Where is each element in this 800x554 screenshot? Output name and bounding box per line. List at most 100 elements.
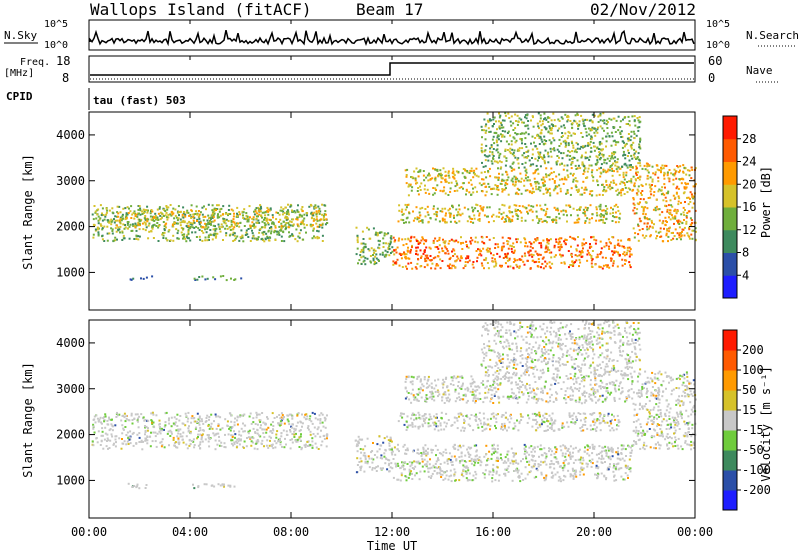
echo-cell	[553, 119, 556, 122]
echo-cell	[382, 237, 385, 240]
echo-cell	[612, 157, 615, 160]
echo-cell	[389, 438, 392, 441]
echo-cell	[115, 413, 118, 415]
echo-cell	[319, 224, 322, 227]
echo-cell	[626, 137, 629, 140]
echo-cell	[311, 216, 313, 219]
station-title: Wallops Island (fitACF)	[90, 0, 312, 19]
echo-cell	[567, 454, 570, 457]
echo-cell	[596, 472, 599, 475]
echo-cell	[433, 213, 436, 216]
echo-cell	[154, 212, 157, 215]
echo-cell	[184, 213, 187, 216]
echo-cell	[158, 430, 161, 433]
echo-cell	[163, 428, 165, 431]
echo-cell	[144, 425, 146, 427]
echo-cell	[550, 123, 553, 126]
echo-cell	[152, 431, 155, 434]
echo-cell	[597, 115, 600, 118]
echo-cell	[633, 115, 636, 118]
echo-cell	[595, 464, 598, 467]
beam-title: Beam 17	[356, 0, 423, 19]
echo-cell	[483, 455, 486, 458]
echo-cell	[603, 449, 606, 452]
echo-cell	[157, 226, 160, 229]
echo-cell	[311, 411, 314, 414]
echo-cell	[299, 439, 302, 442]
echo-cell	[605, 211, 608, 214]
echo-cell	[611, 450, 614, 452]
echo-cell	[290, 221, 293, 223]
echo-cell	[277, 212, 279, 214]
echo-cell	[142, 277, 145, 280]
echo-cell	[452, 239, 455, 242]
echo-cell	[616, 165, 619, 168]
echo-cell	[537, 254, 540, 257]
echo-cell	[570, 264, 573, 267]
echo-cell	[523, 184, 526, 187]
echo-cell	[376, 443, 379, 446]
echo-cell	[165, 205, 168, 207]
echo-cell	[685, 183, 688, 186]
echo-cell	[193, 226, 196, 229]
echo-cell	[275, 211, 278, 214]
echo-cell	[555, 448, 558, 451]
echo-cell	[598, 143, 601, 146]
echo-cell	[665, 234, 668, 237]
echo-cell	[161, 438, 164, 441]
echo-cell	[125, 443, 128, 446]
echo-cell	[586, 259, 589, 262]
echo-cell	[230, 219, 233, 222]
echo-cell	[534, 145, 537, 148]
echo-cell	[544, 142, 547, 145]
echo-cell	[475, 250, 478, 252]
echo-cell	[582, 208, 585, 211]
echo-cell	[92, 425, 95, 428]
echo-cell	[560, 152, 563, 155]
echo-cell	[274, 446, 277, 449]
echo-cell	[584, 156, 587, 158]
echo-cell	[619, 120, 622, 123]
echo-cell	[104, 432, 107, 435]
echo-cell	[449, 216, 452, 218]
echo-cell	[630, 145, 633, 148]
echo-cell	[197, 436, 199, 438]
echo-cell	[545, 463, 548, 466]
echo-cell	[253, 210, 255, 213]
echo-cell	[498, 215, 500, 218]
echo-cell	[191, 223, 194, 226]
echo-cell	[610, 131, 613, 134]
echo-cell	[283, 212, 286, 214]
echo-cell	[455, 208, 458, 211]
echo-cell	[118, 220, 121, 223]
echo-cell	[577, 188, 580, 191]
echo-cell	[257, 238, 259, 241]
echo-cell	[101, 212, 103, 215]
echo-cell	[415, 253, 417, 255]
echo-cell	[224, 222, 227, 225]
echo-cell	[299, 435, 302, 438]
echo-cell	[623, 251, 626, 254]
echo-cell	[671, 216, 674, 219]
echo-cell	[420, 255, 423, 258]
echo-cell	[524, 449, 527, 452]
echo-cell	[132, 277, 135, 280]
echo-cell	[591, 190, 594, 192]
echo-cell	[230, 434, 233, 437]
echo-cell	[560, 136, 563, 138]
echo-cell	[465, 193, 467, 196]
echo-cell	[602, 216, 605, 219]
echo-cell	[302, 238, 305, 241]
echo-cell	[566, 214, 568, 217]
echo-cell	[289, 430, 292, 433]
echo-cell	[115, 416, 118, 418]
echo-cell	[224, 418, 227, 421]
echo-cell	[492, 260, 495, 263]
echo-cell	[628, 255, 631, 258]
echo-cell	[243, 440, 246, 443]
echo-cell	[177, 438, 180, 441]
echo-cell	[101, 234, 104, 237]
echo-cell	[618, 244, 621, 247]
echo-cell	[364, 243, 367, 246]
echo-cell	[473, 464, 476, 467]
